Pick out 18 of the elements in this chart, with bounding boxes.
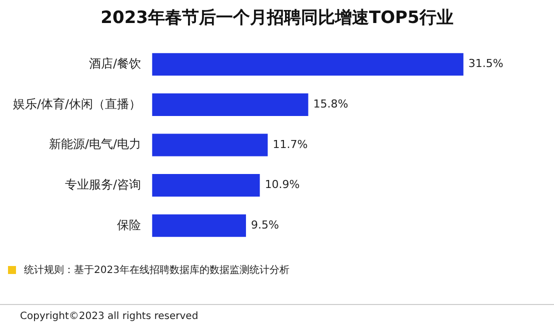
data-label: 11.7% (272, 138, 308, 151)
text: 统计规则：基于2023年在线招聘数据库的数据监测统计分析 (24, 264, 290, 277)
bar (152, 214, 246, 237)
y-tick-label: 酒店/餐饮 (89, 56, 142, 70)
y-tick-label: 保险 (117, 218, 142, 232)
data-label: 15.8% (313, 98, 348, 111)
bar (152, 93, 308, 116)
y-tick-label: 娱乐/体育/休闲（直播） (12, 96, 142, 111)
text: Copyright©2023 all rights reserved (20, 311, 198, 322)
data-label: 10.9% (264, 178, 300, 192)
chart-title: 2023年春节后一个月招聘同比增速TOP5行业 (100, 7, 454, 29)
y-tick-label: 新能源/电气/电力 (48, 137, 142, 152)
data-label: 9.5% (250, 218, 279, 232)
y-tick-label: 专业服务/咨询 (65, 177, 142, 192)
bar (152, 53, 464, 76)
bar (152, 174, 260, 197)
bar (152, 134, 268, 156)
data-label: 31.5% (468, 57, 504, 70)
